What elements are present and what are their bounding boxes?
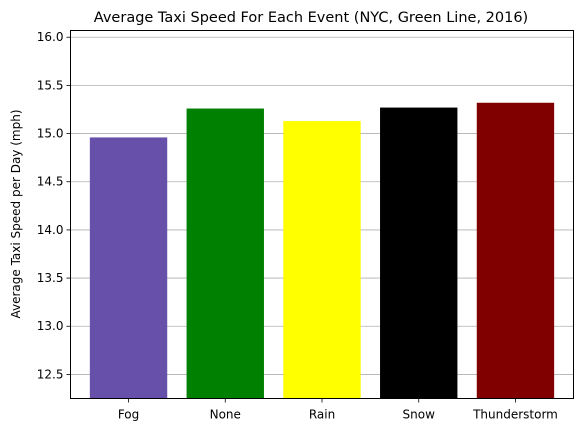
y-tick-label: 14.0: [37, 223, 64, 237]
y-tick-label: 15.5: [37, 78, 64, 92]
y-tick-label: 14.5: [37, 175, 64, 189]
y-axis-ticks: 12.5 13.0 13.5 14.0 14.5 15.0 15.5 16.0: [37, 30, 71, 381]
x-tick-label: Snow: [403, 408, 436, 422]
x-tick-label: Thunderstorm: [472, 408, 558, 422]
y-axis-label: Average Taxi Speed per Day (mph): [9, 109, 23, 318]
bar-thunderstorm: [476, 102, 555, 399]
y-tick-label: 13.5: [37, 271, 64, 285]
y-tick-label: 16.0: [37, 30, 64, 44]
bar-rain: [283, 121, 361, 399]
bar-snow: [380, 107, 458, 399]
chart-title: Average Taxi Speed For Each Event (NYC, …: [94, 10, 528, 26]
x-axis-ticks: Fog None Rain Snow Thunderstorm: [118, 398, 558, 422]
y-tick-label: 13.0: [37, 319, 64, 333]
x-tick-label: None: [210, 408, 241, 422]
bars: [89, 102, 555, 399]
y-tick-label: 15.0: [37, 127, 64, 141]
bar-none: [186, 108, 264, 399]
y-tick-label: 12.5: [37, 367, 64, 381]
x-tick-label: Fog: [118, 408, 139, 422]
x-tick-label: Rain: [309, 408, 335, 422]
bar-fog: [89, 137, 168, 399]
